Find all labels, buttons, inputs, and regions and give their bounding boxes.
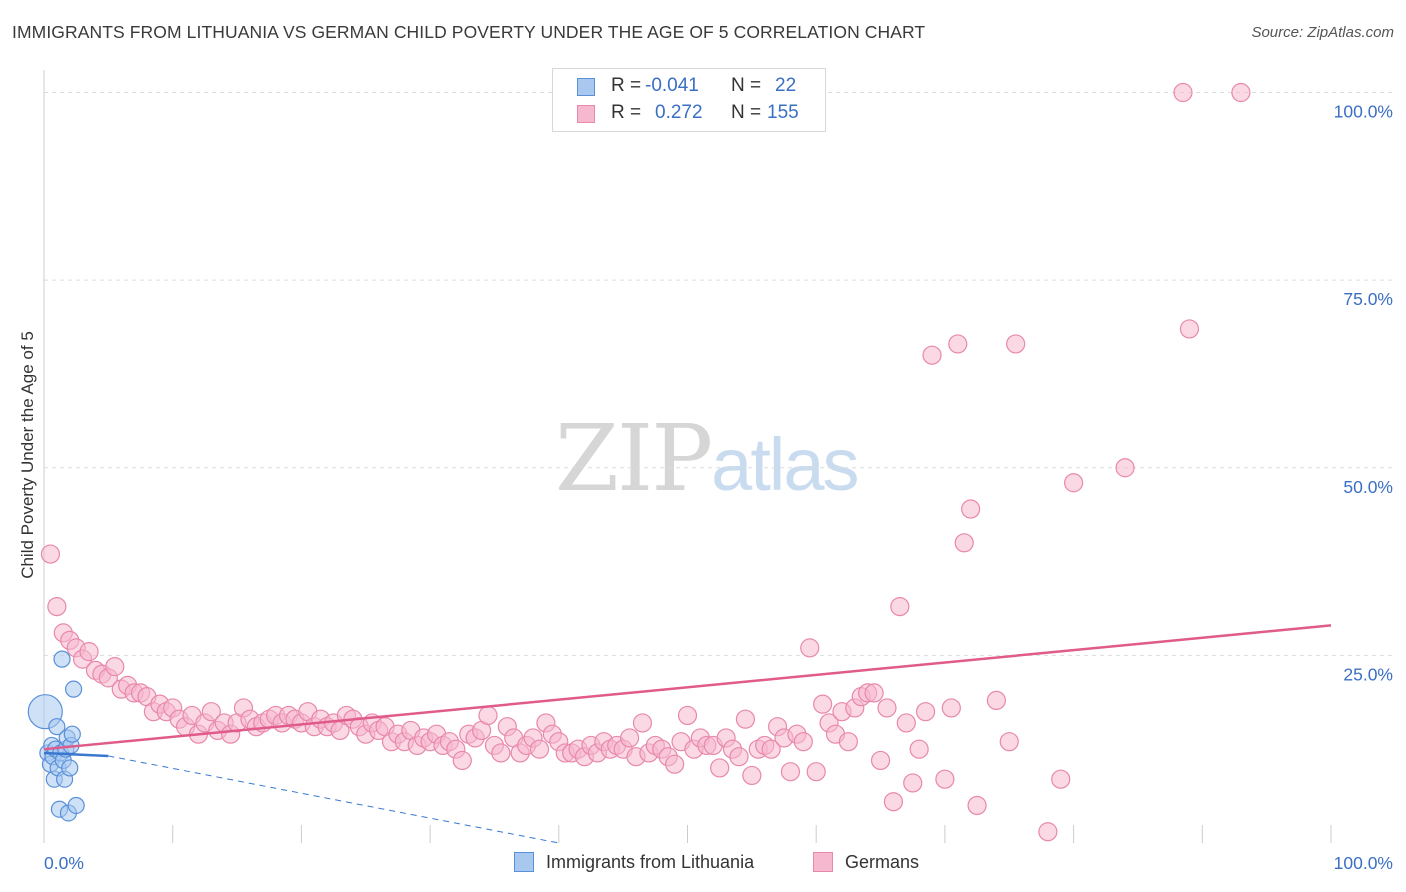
legend-n-key: N =: [731, 102, 762, 123]
correlation-legend: R = -0.041 N = 22 R = 0.272 N = 155: [552, 68, 826, 132]
lithuania-point: [67, 796, 85, 815]
germans-point: [742, 765, 762, 786]
germans-point: [941, 698, 961, 718]
germans-point: [665, 754, 685, 774]
lithuania-point: [53, 650, 71, 668]
source-label: Source: ZipAtlas.com: [1251, 24, 1394, 41]
germans-point: [761, 739, 781, 759]
y-tick-label: 100.0%: [1334, 102, 1393, 122]
lithuania-point: [63, 725, 81, 743]
germans-point: [948, 334, 968, 354]
lithuania-point: [48, 718, 66, 736]
lithuania-point: [61, 759, 79, 777]
bottom-legend-label-germans: Germans: [845, 852, 920, 872]
trend-layer: [43, 624, 1332, 844]
legend-swatch-germans: [577, 105, 595, 123]
germans-point: [1038, 822, 1058, 842]
germans-point: [1006, 334, 1026, 354]
germans-point: [967, 795, 987, 816]
y-axis-label: Child Poverty Under the Age of 5: [18, 331, 37, 579]
y-tick-label: 25.0%: [1343, 664, 1393, 684]
x-tick-label-min: 0.0%: [44, 853, 84, 873]
y-tick-label: 50.0%: [1343, 477, 1393, 497]
germans-point: [677, 705, 698, 726]
germans-point: [40, 544, 61, 564]
germans-point: [1063, 473, 1084, 493]
germans-point: [1179, 319, 1200, 339]
legend-r-key: R =: [611, 75, 642, 96]
germans-point: [877, 698, 897, 718]
germans-point: [619, 728, 640, 748]
germans-point: [452, 750, 472, 771]
legend-n-value: 22: [775, 75, 797, 96]
watermark: ZIPatlas: [555, 405, 859, 512]
germans-point: [632, 713, 653, 733]
germans-point: [729, 747, 749, 767]
germans-point: [838, 732, 858, 752]
watermark-zip: ZIP: [555, 405, 713, 512]
tick-label-layer: 25.0% 50.0% 75.0% 100.0% 0.0% 100.0%: [44, 102, 1393, 873]
germans-point: [903, 773, 923, 793]
germans-point: [870, 750, 891, 771]
germans-point: [999, 732, 1019, 752]
germans-point: [478, 705, 498, 726]
germans-point: [813, 694, 833, 714]
bottom-legend-swatch-lithuania: [514, 852, 534, 872]
germans-point: [961, 499, 981, 519]
germans-point: [710, 758, 730, 778]
lithuania-trend-extension: [108, 755, 559, 844]
germans-point: [491, 743, 511, 763]
germans-point: [806, 762, 826, 782]
germans-point: [735, 709, 756, 729]
legend-r-key: R =: [611, 102, 642, 123]
legend-n-key: N =: [731, 75, 762, 96]
germans-point: [780, 762, 801, 782]
legend-r-value: 0.272: [655, 102, 703, 123]
bottom-legend-swatch-germans: [813, 852, 833, 872]
germans-point: [793, 732, 813, 752]
germans-point: [1231, 82, 1251, 103]
germans-point: [105, 657, 125, 677]
lithuania-trend-line: [43, 751, 109, 758]
germans-point: [1115, 458, 1135, 478]
germans-point: [915, 702, 936, 722]
grid-layer: [44, 92, 1393, 656]
germans-point: [896, 713, 916, 733]
x-tick-label-max: 100.0%: [1334, 853, 1393, 873]
legend-r-value: -0.041: [645, 75, 699, 96]
germans-point: [864, 683, 884, 703]
bottom-legend-label-lithuania: Immigrants from Lithuania: [546, 852, 755, 872]
y-tick-label: 75.0%: [1343, 289, 1393, 309]
germans-point: [1051, 769, 1071, 789]
germans-point: [79, 642, 99, 662]
germans-point: [529, 739, 550, 759]
germans-point: [986, 690, 1006, 711]
germans-point: [954, 533, 974, 553]
germans-trend-line: [43, 624, 1332, 751]
germans-point: [201, 702, 221, 722]
germans-point: [909, 739, 929, 759]
germans-point: [47, 596, 67, 617]
germans-point: [883, 792, 904, 812]
germans-points: [40, 82, 1251, 842]
germans-point: [800, 638, 820, 658]
watermark-atlas: atlas: [711, 423, 859, 506]
germans-point: [922, 345, 942, 365]
legend-n-value: 155: [767, 102, 799, 123]
lithuania-point: [65, 680, 83, 698]
germans-point: [1173, 82, 1193, 103]
germans-point: [935, 769, 955, 789]
lithuania-points: [27, 650, 85, 822]
germans-point: [890, 596, 910, 617]
chart-title: IMMIGRANTS FROM LITHUANIA VS GERMAN CHIL…: [12, 22, 926, 42]
legend-swatch-lithuania: [577, 78, 595, 96]
